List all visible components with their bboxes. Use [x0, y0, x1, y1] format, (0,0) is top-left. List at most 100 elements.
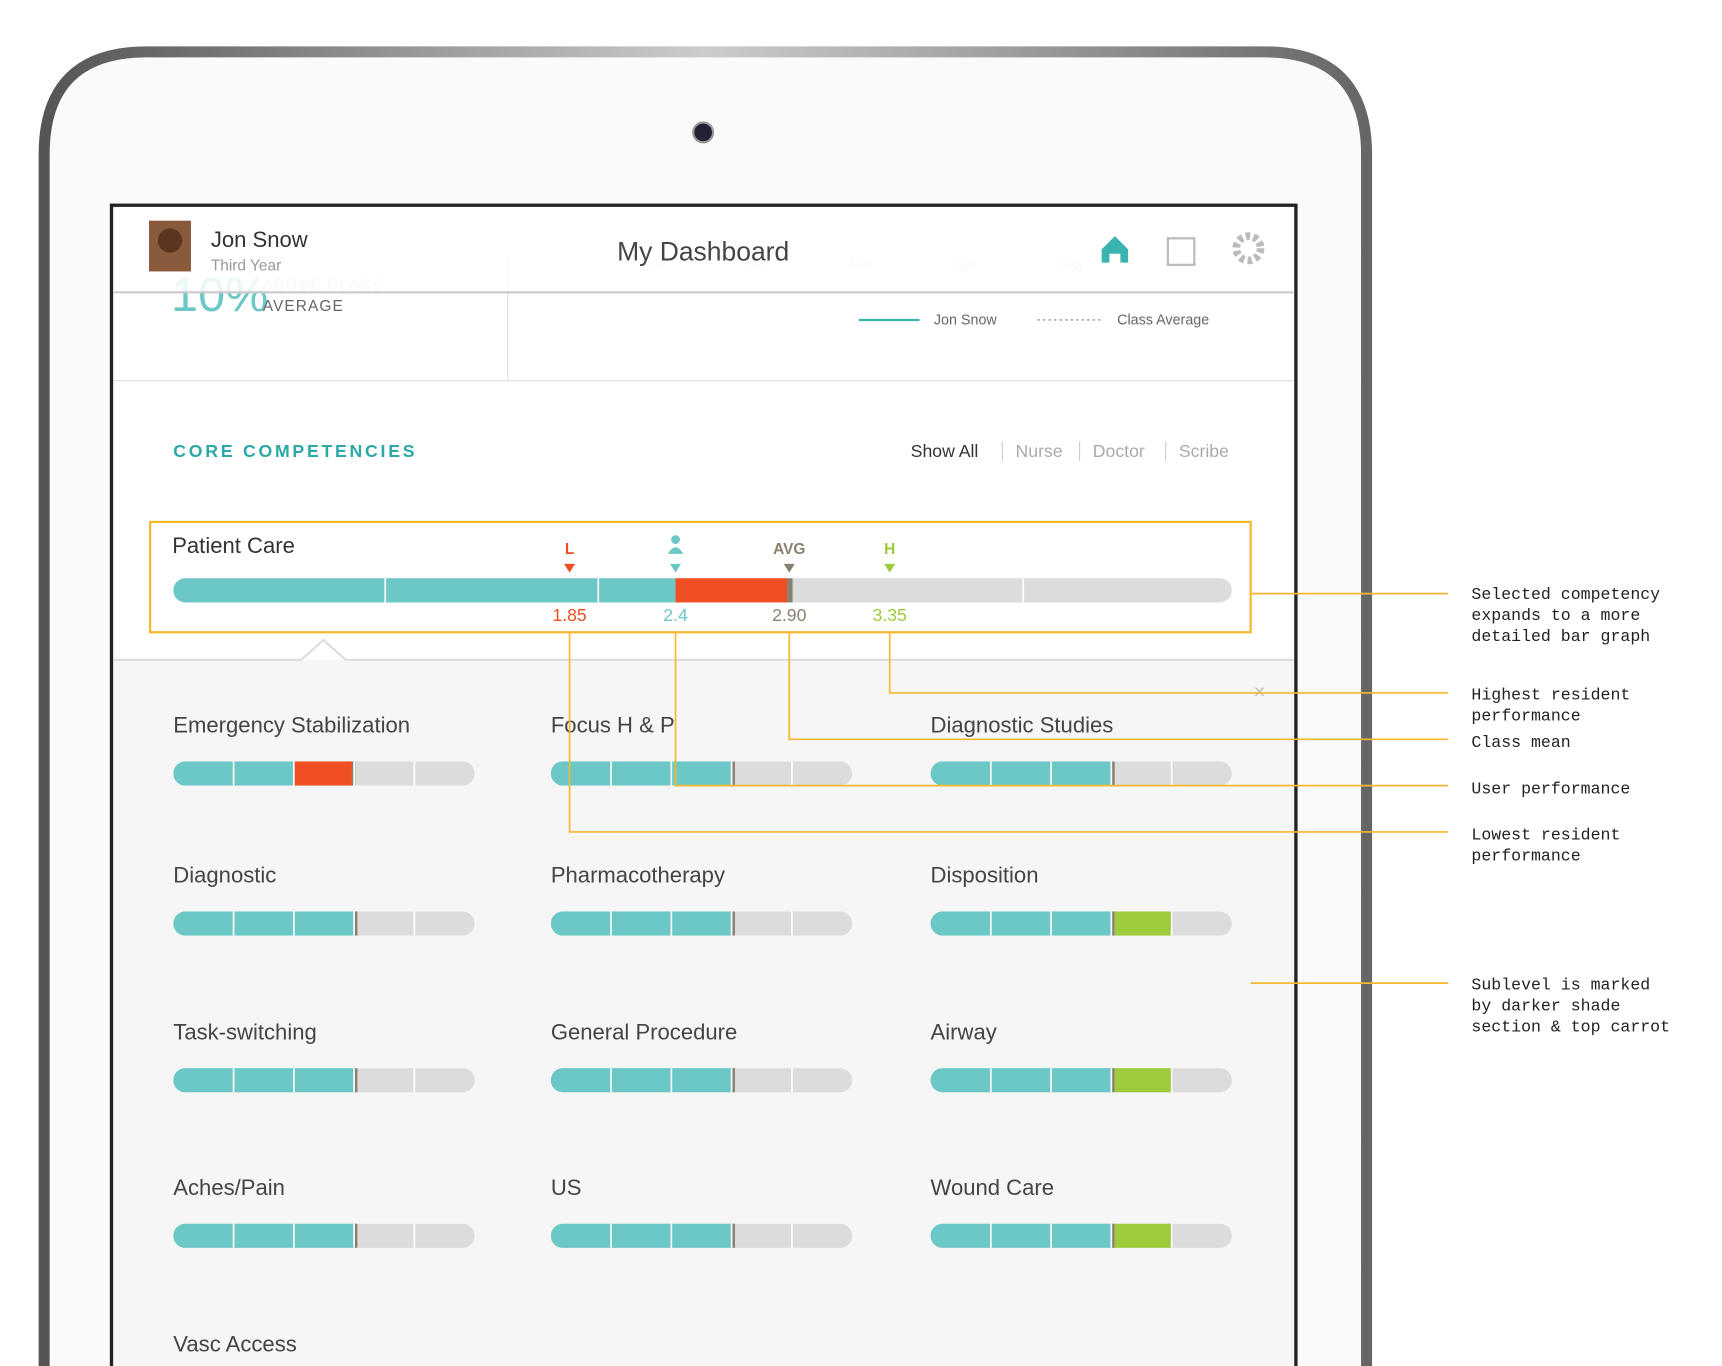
marker-caret — [783, 563, 795, 573]
bar-segment — [550, 911, 732, 936]
marker-caret — [884, 563, 896, 573]
page-title: My Dashboard — [617, 236, 789, 266]
bar — [930, 1068, 1232, 1093]
legend-label: Jon Snow — [934, 312, 998, 328]
competency-name: Emergency Stabilization — [173, 713, 410, 738]
bar — [930, 911, 1232, 936]
bar-segment — [1114, 1068, 1172, 1093]
bar — [550, 1223, 853, 1248]
marker-value: 3.35 — [873, 605, 908, 625]
summary-label: AVERAGE — [263, 298, 344, 315]
user-icon — [667, 547, 684, 554]
bar-segment — [173, 911, 355, 936]
bar-segment — [731, 1068, 735, 1093]
annotation: Lowest resident — [1471, 826, 1620, 845]
competency-name: Disposition — [931, 863, 1039, 888]
competency-name: General Procedure — [551, 1019, 737, 1044]
bar-segment — [293, 761, 352, 786]
camera — [692, 121, 715, 144]
bar-segment — [550, 1223, 732, 1248]
competency-name: Wound Care — [931, 1175, 1054, 1200]
bar-segment — [1111, 1068, 1115, 1093]
competency-name: Vasc Access — [173, 1332, 296, 1357]
bar — [173, 578, 1232, 603]
panel-edge — [113, 638, 1294, 661]
competency-name: Aches/Pain — [173, 1175, 285, 1200]
bar-segment — [930, 911, 1112, 936]
avatar-face — [157, 228, 183, 253]
marker-label: H — [884, 541, 895, 558]
edit-icon[interactable] — [1166, 237, 1196, 266]
bar — [550, 911, 853, 936]
bar-segment — [1111, 761, 1115, 786]
header — [113, 207, 1294, 292]
marker-caret — [564, 563, 576, 573]
bar — [173, 1068, 475, 1093]
bar — [930, 761, 1232, 786]
annotation: User performance — [1471, 779, 1630, 798]
annotation: section & top carrot — [1471, 1018, 1670, 1037]
section-title: CORE COMPETENCIES — [173, 441, 417, 461]
legend-label: Class Average — [1117, 312, 1209, 328]
annotation: Highest resident — [1471, 686, 1630, 705]
bar-segment — [354, 1223, 358, 1248]
bar-segment — [173, 578, 676, 603]
user-year: Third Year — [211, 257, 281, 274]
competency-name: Airway — [931, 1019, 997, 1044]
bar — [173, 1223, 475, 1248]
filter[interactable]: Doctor — [1093, 441, 1145, 461]
competency-name: Diagnostic — [173, 863, 276, 888]
selected-name: Patient Care — [172, 533, 295, 558]
competency-name: US — [551, 1175, 582, 1200]
bar-segment — [173, 1223, 355, 1248]
marker-label: L — [565, 541, 574, 558]
bar — [930, 1223, 1232, 1248]
competency-name: Focus H & P — [551, 713, 675, 738]
annotation: expands to a more — [1471, 606, 1640, 625]
marker-value: 1.85 — [552, 605, 587, 625]
bar-segment — [1111, 911, 1115, 936]
marker-value: 2.4 — [663, 605, 688, 625]
bar-segment — [731, 1223, 735, 1248]
bar — [550, 761, 853, 786]
filter[interactable]: Show All — [911, 441, 979, 461]
annotation: Selected competency — [1471, 585, 1660, 604]
bar — [173, 911, 475, 936]
competency-name: Diagnostic Studies — [931, 713, 1114, 738]
bar-segment — [930, 761, 1112, 786]
bar-segment — [731, 911, 735, 936]
annotation: by darker shade — [1471, 997, 1620, 1016]
bar-segment — [550, 1068, 732, 1093]
bar-segment — [1111, 1223, 1115, 1248]
settings-icon[interactable] — [1232, 232, 1265, 265]
bar-segment — [354, 1068, 358, 1093]
annotation: performance — [1471, 707, 1580, 726]
competency-name: Pharmacotherapy — [551, 863, 725, 888]
marker-value: 2.90 — [772, 605, 807, 625]
bar-segment — [675, 578, 788, 603]
competency-name: Task-switching — [173, 1019, 316, 1044]
bar — [550, 1068, 853, 1093]
bar-segment — [173, 1068, 355, 1093]
annotation-lines — [568, 592, 1449, 984]
bar-segment — [550, 761, 732, 786]
filter[interactable]: Nurse — [1016, 441, 1063, 461]
bar-segment — [354, 911, 358, 936]
annotation: Sublevel is marked — [1471, 976, 1650, 995]
bar — [173, 761, 475, 786]
annotation: Class mean — [1471, 733, 1570, 752]
selected-box — [149, 520, 1252, 634]
annotation: detailed bar graph — [1471, 627, 1650, 646]
bar-segment — [731, 761, 735, 786]
bar-segment — [787, 578, 793, 603]
filter[interactable]: Scribe — [1179, 441, 1229, 461]
bar-segment — [1114, 1223, 1172, 1248]
user-icon — [671, 535, 680, 544]
marker-caret — [670, 563, 682, 573]
marker-label: AVG — [773, 541, 805, 558]
bar-segment — [1114, 911, 1172, 936]
bar-segment — [930, 1068, 1112, 1093]
user-name: Jon Snow — [211, 227, 308, 252]
annotation: performance — [1471, 847, 1580, 866]
